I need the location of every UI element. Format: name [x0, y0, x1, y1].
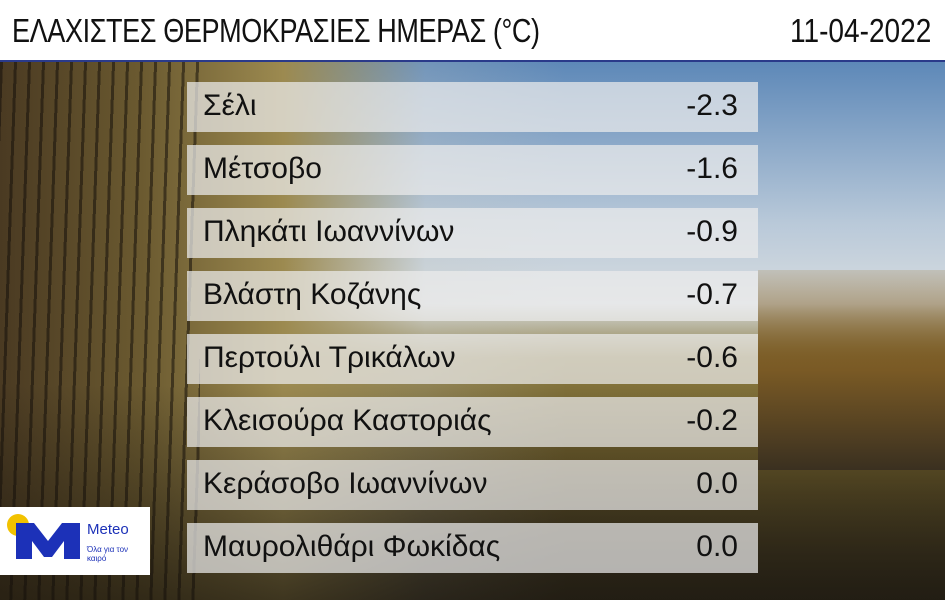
- table-row: Πληκάτι Ιωαννίνων -0.9: [187, 208, 758, 258]
- table-row: Μέτσοβο -1.6: [187, 145, 758, 195]
- meteo-logo: Meteo Όλα για τον καιρό: [0, 507, 150, 575]
- temperature-value: -0.6: [686, 341, 738, 374]
- table-row: Περτούλι Τρικάλων -0.6: [187, 334, 758, 384]
- temperature-value: -0.9: [686, 215, 738, 248]
- station-name: Μαυρολιθάρι Φωκίδας: [203, 530, 501, 563]
- station-name: Περτούλι Τρικάλων: [203, 341, 456, 374]
- table-row: Μαυρολιθάρι Φωκίδας 0.0: [187, 523, 758, 573]
- temperature-value: 0.0: [696, 530, 738, 563]
- background-trees-right: [758, 270, 945, 470]
- m-logo-icon: [16, 523, 80, 559]
- temperature-value: -0.7: [686, 278, 738, 311]
- station-name: Πληκάτι Ιωαννίνων: [203, 215, 455, 248]
- station-name: Κεράσοβο Ιωαννίνων: [203, 467, 488, 500]
- header: ΕΛΑΧΙΣΤΕΣ ΘΕΡΜΟΚΡΑΣΙΕΣ ΗΜΕΡΑΣ (°C) 11-04…: [0, 0, 945, 62]
- table-row: Σέλι -2.3: [187, 82, 758, 132]
- temperature-value: -1.6: [686, 152, 738, 185]
- temperature-value: 0.0: [696, 467, 738, 500]
- station-name: Κλεισούρα Καστοριάς: [203, 404, 492, 437]
- station-name: Σέλι: [203, 89, 257, 122]
- page-title: ΕΛΑΧΙΣΤΕΣ ΘΕΡΜΟΚΡΑΣΙΕΣ ΗΜΕΡΑΣ (°C): [12, 12, 540, 49]
- station-name: Βλάστη Κοζάνης: [203, 278, 422, 311]
- temperature-value: -2.3: [686, 89, 738, 122]
- brand-tagline: Όλα για τον καιρό: [87, 545, 129, 563]
- table-row: Κλεισούρα Καστοριάς -0.2: [187, 397, 758, 447]
- station-name: Μέτσοβο: [203, 152, 322, 185]
- table-row: Κεράσοβο Ιωαννίνων 0.0: [187, 460, 758, 510]
- table-row: Βλάστη Κοζάνης -0.7: [187, 271, 758, 321]
- date: 11-04-2022: [789, 12, 931, 49]
- brand-name: Meteo: [87, 521, 129, 538]
- temperature-value: -0.2: [686, 404, 738, 437]
